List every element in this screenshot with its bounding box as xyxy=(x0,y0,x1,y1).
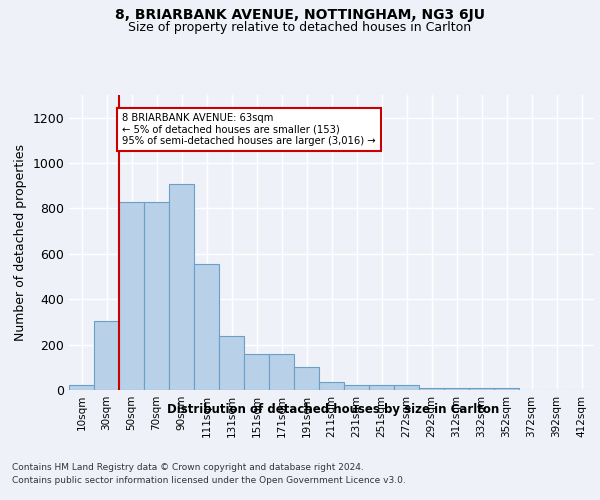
Bar xyxy=(344,386,369,390)
Text: Contains public sector information licensed under the Open Government Licence v3: Contains public sector information licen… xyxy=(12,476,406,485)
Bar xyxy=(419,388,444,390)
Text: Size of property relative to detached houses in Carlton: Size of property relative to detached ho… xyxy=(128,21,472,34)
Text: 8 BRIARBANK AVENUE: 63sqm
← 5% of detached houses are smaller (153)
95% of semi-: 8 BRIARBANK AVENUE: 63sqm ← 5% of detach… xyxy=(122,113,376,146)
Bar xyxy=(469,388,494,390)
Text: 8, BRIARBANK AVENUE, NOTTINGHAM, NG3 6JU: 8, BRIARBANK AVENUE, NOTTINGHAM, NG3 6JU xyxy=(115,8,485,22)
Bar xyxy=(319,382,344,390)
Bar xyxy=(119,202,144,390)
Bar xyxy=(294,368,319,390)
Text: Distribution of detached houses by size in Carlton: Distribution of detached houses by size … xyxy=(167,402,499,415)
Bar xyxy=(194,264,219,390)
Bar xyxy=(494,388,519,390)
Bar xyxy=(269,354,294,390)
Bar xyxy=(144,202,169,390)
Bar xyxy=(369,386,394,390)
Bar xyxy=(244,354,269,390)
Text: Contains HM Land Registry data © Crown copyright and database right 2024.: Contains HM Land Registry data © Crown c… xyxy=(12,462,364,471)
Bar xyxy=(169,184,194,390)
Y-axis label: Number of detached properties: Number of detached properties xyxy=(14,144,27,341)
Bar xyxy=(219,336,244,390)
Bar xyxy=(394,386,419,390)
Bar xyxy=(444,388,469,390)
Bar xyxy=(69,386,94,390)
Bar xyxy=(94,321,119,390)
